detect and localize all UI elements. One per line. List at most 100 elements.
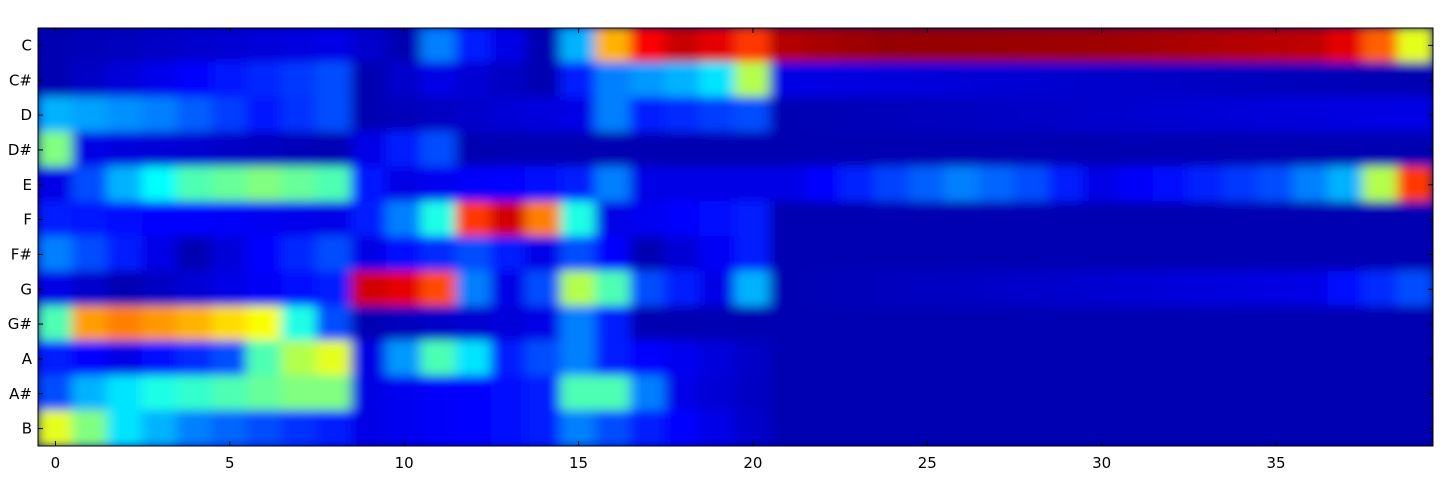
heatmap-cell — [1223, 201, 1260, 238]
heatmap-cell — [1048, 271, 1085, 308]
heatmap-cell — [700, 132, 737, 169]
heatmap-cell — [1048, 341, 1085, 378]
heatmap-cell — [944, 341, 981, 378]
heatmap-cell — [665, 27, 702, 64]
heatmap-cell — [630, 410, 667, 447]
heatmap-cell — [281, 375, 318, 412]
heatmap-cell — [1118, 166, 1155, 203]
heatmap-cell — [944, 62, 981, 99]
heatmap-cells — [37, 27, 1434, 447]
heatmap-cell — [1153, 341, 1190, 378]
heatmap-cell — [979, 236, 1016, 273]
heatmap-cell — [1153, 166, 1190, 203]
x-tick-label: 0 — [51, 454, 61, 472]
heatmap-cell — [769, 306, 806, 343]
heatmap-cell — [246, 62, 283, 99]
heatmap-cell — [1014, 166, 1051, 203]
heatmap-cell — [944, 97, 981, 134]
heatmap-cell — [979, 27, 1016, 64]
heatmap-cell — [909, 306, 946, 343]
heatmap-cell — [316, 201, 353, 238]
heatmap-cell — [1362, 236, 1399, 273]
heatmap-cell — [246, 27, 283, 64]
heatmap-cell — [211, 62, 248, 99]
heatmap-cell — [211, 201, 248, 238]
heatmap-cell — [1083, 166, 1120, 203]
heatmap-cell — [735, 201, 772, 238]
heatmap-cell — [909, 97, 946, 134]
heatmap-cell — [490, 166, 527, 203]
heatmap-cell — [1188, 306, 1225, 343]
heatmap-cell — [804, 341, 841, 378]
heatmap-cell — [1083, 236, 1120, 273]
heatmap-cell — [1362, 410, 1399, 447]
x-tick-label: 25 — [918, 454, 937, 472]
heatmap-cell — [316, 27, 353, 64]
heatmap-cell — [142, 166, 179, 203]
x-tick-label: 5 — [225, 454, 235, 472]
heatmap-cell — [560, 236, 597, 273]
heatmap-cell — [525, 27, 562, 64]
heatmap-cell — [769, 201, 806, 238]
y-tick-label: B — [22, 420, 32, 438]
heatmap-cell — [386, 375, 423, 412]
y-tick-label: C# — [9, 71, 32, 89]
heatmap-cell — [142, 375, 179, 412]
heatmap-cell — [177, 97, 214, 134]
heatmap-cell — [211, 132, 248, 169]
heatmap-cell — [630, 306, 667, 343]
heatmap-cell — [72, 27, 109, 64]
heatmap-cell — [316, 375, 353, 412]
heatmap-cell — [142, 236, 179, 273]
heatmap-cell — [874, 166, 911, 203]
heatmap-cell — [1223, 132, 1260, 169]
y-tick-label: G — [20, 280, 32, 298]
heatmap-cell — [944, 375, 981, 412]
heatmap-cell — [1014, 271, 1051, 308]
heatmap-cell — [909, 166, 946, 203]
heatmap-cell — [1362, 132, 1399, 169]
heatmap-cell — [804, 166, 841, 203]
heatmap-cell — [351, 132, 388, 169]
heatmap-cell — [804, 27, 841, 64]
heatmap-cell — [177, 271, 214, 308]
heatmap-cell — [1014, 410, 1051, 447]
heatmap-cell — [874, 306, 911, 343]
heatmap-cell — [1153, 271, 1190, 308]
heatmap-cell — [874, 341, 911, 378]
heatmap-cell — [1327, 166, 1364, 203]
heatmap-cell — [1083, 271, 1120, 308]
y-tick-label: D — [20, 106, 32, 124]
heatmap-cell — [1327, 375, 1364, 412]
heatmap-cell — [979, 306, 1016, 343]
heatmap-cell — [769, 132, 806, 169]
heatmap-cell — [177, 201, 214, 238]
heatmap-cell — [769, 27, 806, 64]
heatmap-cell — [700, 62, 737, 99]
heatmap-cell — [1327, 62, 1364, 99]
heatmap-cell — [944, 166, 981, 203]
heatmap-cell — [72, 375, 109, 412]
heatmap-cell — [874, 201, 911, 238]
heatmap-cell — [281, 201, 318, 238]
heatmap-cell — [281, 341, 318, 378]
heatmap-cell — [142, 27, 179, 64]
heatmap-cell — [456, 166, 493, 203]
heatmap-cell — [1258, 306, 1295, 343]
heatmap-cell — [839, 410, 876, 447]
heatmap-cell — [1153, 375, 1190, 412]
heatmap-cell — [979, 271, 1016, 308]
heatmap-cell — [1293, 201, 1330, 238]
heatmap-cell — [1014, 27, 1051, 64]
heatmap-cell — [386, 166, 423, 203]
heatmap-cell — [1223, 410, 1260, 447]
heatmap-cell — [1153, 132, 1190, 169]
heatmap-cell — [107, 271, 144, 308]
heatmap-cell — [700, 27, 737, 64]
heatmap-cell — [665, 97, 702, 134]
heatmap-cell — [700, 97, 737, 134]
heatmap-cell — [595, 201, 632, 238]
heatmap-cell — [874, 271, 911, 308]
heatmap-cell — [560, 341, 597, 378]
heatmap-cell — [769, 375, 806, 412]
